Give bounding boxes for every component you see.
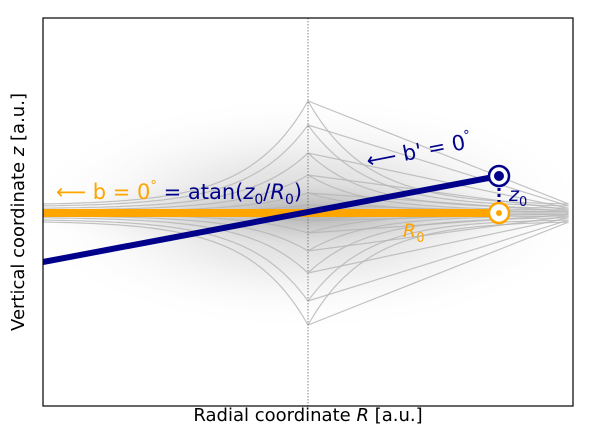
b-equals-text: = atan( [157,180,243,204]
b-annotation: ⟵ b = 0° = atan(z0/R0) [56,179,302,208]
line-of-sight [42,173,500,265]
z0-label: z0 [508,184,527,210]
y-axis-label: Vertical coordinate z [a.u.] [8,93,29,331]
plot-frame [42,17,574,407]
observer-dot [494,171,504,181]
contour-line [43,215,569,252]
contour-line [43,100,569,205]
contour-line [43,124,569,207]
x-axis-label: Radial coordinate R [a.u.] [193,405,422,426]
sun-dot [496,210,502,216]
r0-label: R0 [403,220,424,246]
